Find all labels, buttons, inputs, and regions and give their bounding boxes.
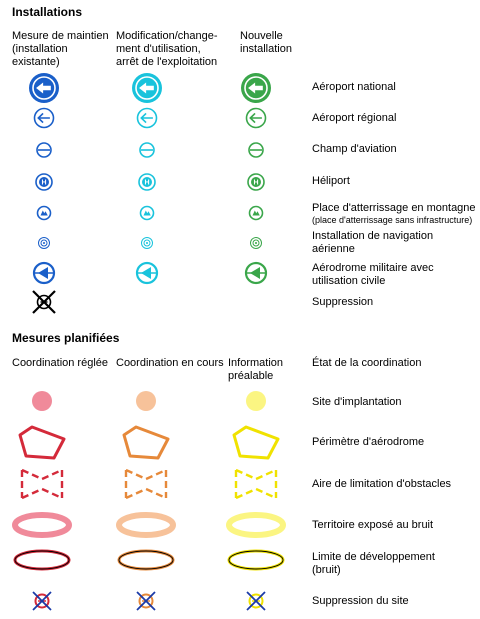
row-label-navigation: Installation de navigation aérienne (312, 230, 434, 255)
development-limit-icon-col-3 (227, 549, 285, 571)
column-header-nouvelle: Nouvelle installation (240, 30, 292, 55)
column-header-etat: État de la coordination (312, 357, 422, 369)
row-label-limite: Limite de développement (bruit) (312, 551, 435, 576)
row-label-place-montagne: Place d'atterrissage en montagne (312, 202, 476, 214)
column-header-reglee: Coordination réglée (12, 357, 109, 369)
row-label-suppression: Suppression (312, 296, 374, 308)
row-label-suppression-site: Suppression du site (312, 595, 409, 607)
section-title-mesures: Mesures planifiées (12, 331, 120, 345)
row-label-perimetre: Périmètre d'aérodrome (312, 436, 425, 448)
suppression-icon-col-1 (32, 290, 56, 314)
perimeter-icon-col-1 (18, 425, 66, 460)
airport-national-icon-col-3 (241, 73, 271, 103)
row-sublabel-place-montagne: (place d'atterrissage sans infrastructur… (312, 215, 473, 225)
navigation-installation-icon-col-3 (250, 237, 262, 249)
site-suppression-icon-col-2 (136, 591, 156, 611)
mountain-landing-icon-col-3 (248, 205, 264, 221)
navigation-installation-icon-col-2 (141, 237, 153, 249)
airfield-icon-col-1 (36, 142, 52, 158)
airport-national-icon-col-1 (29, 73, 59, 103)
noise-territory-icon-col-3 (226, 512, 286, 538)
site-icon-col-2 (136, 391, 156, 411)
navigation-installation-icon-col-1 (38, 237, 50, 249)
site-icon-col-3 (246, 391, 266, 411)
perimeter-icon-col-2 (122, 425, 170, 460)
site-suppression-icon-col-1 (32, 591, 52, 611)
heliport-icon-col-2: H (138, 173, 156, 191)
column-header-modification: Modification/change- ment d'utilisation,… (116, 30, 218, 68)
obstacle-area-icon-col-2 (124, 468, 168, 500)
heliport-icon-col-3: H (247, 173, 265, 191)
airport-regional-icon-col-2 (136, 107, 158, 129)
military-aerodrome-icon-col-1 (32, 261, 56, 285)
row-label-aeroport-national: Aéroport national (312, 81, 396, 93)
airport-national-icon-col-2 (132, 73, 162, 103)
heliport-icon-col-1: H (35, 173, 53, 191)
noise-territory-icon-col-2 (116, 512, 176, 538)
row-label-bruit: Territoire exposé au bruit (312, 519, 434, 531)
airfield-icon-col-3 (248, 142, 264, 158)
row-label-aeroport-regional: Aéroport régional (312, 112, 397, 124)
development-limit-icon-col-2 (117, 549, 175, 571)
mountain-landing-icon-col-1 (36, 205, 52, 221)
row-label-heliport: Héliport (312, 175, 350, 187)
svg-text:H: H (41, 179, 46, 186)
mountain-landing-icon-col-2 (139, 205, 155, 221)
noise-territory-icon-col-1 (12, 512, 72, 538)
section-title-installations: Installations (12, 5, 83, 19)
airport-regional-icon-col-3 (245, 107, 267, 129)
site-suppression-icon-col-3 (246, 591, 266, 611)
column-header-maintien: Mesure de maintien (installation existan… (12, 30, 109, 68)
development-limit-icon-col-1 (13, 549, 71, 571)
row-label-champ-aviation: Champ d'aviation (312, 143, 397, 155)
airfield-icon-col-2 (139, 142, 155, 158)
svg-text:H: H (144, 179, 149, 186)
military-aerodrome-icon-col-3 (244, 261, 268, 285)
obstacle-area-icon-col-1 (20, 468, 64, 500)
row-label-obstacles: Aire de limitation d'obstacles (312, 478, 452, 490)
obstacle-area-icon-col-3 (234, 468, 278, 500)
row-label-site: Site d'implantation (312, 396, 402, 408)
column-header-en-cours: Coordination en cours (116, 357, 224, 369)
row-label-aerodrome-militaire: Aérodrome militaire avec utilisation civ… (312, 262, 434, 287)
column-header-prealable: Information préalable (228, 357, 284, 382)
airport-regional-icon-col-1 (33, 107, 55, 129)
svg-text:H: H (253, 179, 258, 186)
military-aerodrome-icon-col-2 (135, 261, 159, 285)
site-icon-col-1 (32, 391, 52, 411)
perimeter-icon-col-3 (232, 425, 280, 460)
